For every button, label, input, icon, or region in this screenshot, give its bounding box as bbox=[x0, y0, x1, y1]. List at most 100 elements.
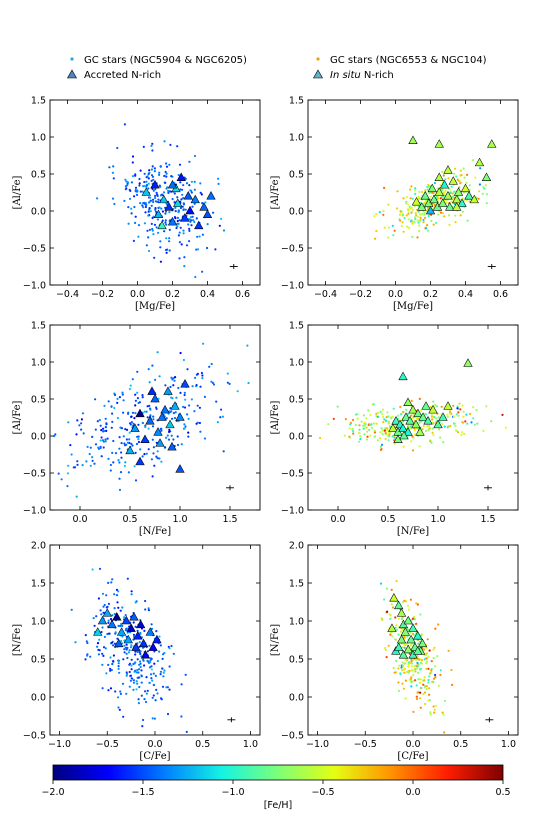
data-point bbox=[417, 195, 420, 198]
data-point bbox=[415, 214, 418, 217]
data-point bbox=[143, 664, 146, 667]
data-point bbox=[155, 226, 158, 229]
data-point bbox=[152, 694, 155, 697]
data-point bbox=[192, 219, 195, 222]
colorbar-tick-label: 0.5 bbox=[495, 787, 510, 798]
data-point bbox=[141, 204, 144, 207]
data-point bbox=[182, 197, 185, 200]
data-point bbox=[362, 427, 365, 430]
data-point bbox=[416, 236, 419, 239]
data-point bbox=[179, 351, 182, 355]
data-point bbox=[116, 397, 119, 400]
nrich-star-marker bbox=[403, 397, 413, 406]
y-tick-label: −0.5 bbox=[23, 731, 46, 742]
data-point bbox=[113, 607, 116, 610]
data-point bbox=[365, 426, 368, 429]
data-point bbox=[411, 235, 414, 239]
data-point bbox=[165, 223, 168, 226]
data-point bbox=[118, 659, 121, 662]
data-point bbox=[410, 399, 413, 402]
data-point bbox=[137, 224, 141, 227]
data-point bbox=[358, 428, 361, 431]
nrich-star-marker bbox=[116, 627, 127, 636]
data-point bbox=[165, 165, 169, 168]
data-point bbox=[170, 644, 173, 648]
data-point bbox=[165, 417, 168, 420]
data-point bbox=[104, 438, 107, 441]
nrich-star-marker bbox=[460, 183, 471, 193]
nrich-star-marker bbox=[443, 165, 453, 174]
legend-plain-part: N-rich bbox=[361, 70, 394, 81]
data-point bbox=[444, 178, 447, 181]
data-point bbox=[117, 667, 120, 671]
data-point bbox=[425, 667, 428, 671]
data-point bbox=[412, 674, 415, 677]
data-point bbox=[397, 617, 400, 620]
x-axis-label: [Mg/Fe] bbox=[135, 301, 175, 312]
data-point bbox=[80, 428, 83, 431]
data-point bbox=[123, 616, 126, 619]
data-point bbox=[117, 662, 120, 665]
data-point bbox=[448, 412, 451, 415]
data-point bbox=[479, 167, 482, 170]
data-point bbox=[147, 368, 150, 371]
y-tick-label: 0.0 bbox=[31, 207, 46, 218]
legend-dot-marker bbox=[70, 57, 74, 61]
data-point bbox=[164, 446, 167, 449]
nrich-star-marker bbox=[129, 612, 139, 621]
data-point bbox=[472, 406, 475, 409]
data-point bbox=[132, 688, 135, 692]
data-point bbox=[411, 668, 414, 671]
data-point bbox=[118, 436, 121, 439]
y-axis-label: [N/Fe] bbox=[12, 624, 23, 656]
data-point bbox=[474, 176, 477, 179]
data-point bbox=[126, 441, 130, 444]
data-point bbox=[143, 180, 146, 184]
data-point bbox=[460, 433, 463, 436]
data-point bbox=[100, 429, 103, 432]
data-point bbox=[152, 446, 155, 449]
data-point bbox=[181, 193, 184, 196]
data-point bbox=[452, 404, 455, 407]
data-point bbox=[140, 694, 143, 697]
nrich-star-marker bbox=[398, 650, 409, 659]
data-point bbox=[162, 675, 165, 678]
data-point bbox=[454, 221, 457, 224]
data-point bbox=[160, 207, 163, 210]
data-point bbox=[168, 249, 171, 252]
data-point bbox=[439, 184, 442, 187]
data-point bbox=[161, 685, 165, 688]
data-point bbox=[201, 374, 204, 377]
legend-left-label-1: GC stars (NGC5904 & NGC6205) bbox=[84, 55, 247, 66]
data-point bbox=[111, 171, 114, 174]
data-point bbox=[135, 680, 138, 683]
data-point bbox=[134, 451, 137, 454]
nrich-star-marker bbox=[130, 423, 140, 432]
data-point bbox=[69, 444, 72, 447]
nrich-star-marker bbox=[428, 404, 438, 414]
data-point bbox=[190, 189, 193, 192]
data-point bbox=[168, 240, 171, 243]
data-point bbox=[443, 215, 446, 218]
data-point bbox=[432, 223, 435, 226]
data-point bbox=[73, 466, 77, 469]
data-point bbox=[177, 386, 180, 390]
data-point bbox=[387, 420, 391, 423]
data-point bbox=[343, 434, 346, 437]
data-point bbox=[120, 622, 123, 626]
data-point bbox=[395, 580, 398, 583]
data-point bbox=[110, 426, 113, 429]
y-tick-label: 1.0 bbox=[31, 358, 46, 369]
data-point bbox=[97, 653, 100, 656]
data-point bbox=[96, 642, 100, 645]
data-point bbox=[390, 417, 393, 420]
data-point bbox=[107, 663, 110, 667]
data-point bbox=[134, 215, 137, 218]
data-point bbox=[443, 425, 446, 428]
data-point bbox=[186, 413, 189, 416]
data-point bbox=[381, 415, 385, 419]
nrich-star-marker bbox=[112, 612, 122, 621]
data-point bbox=[200, 371, 203, 375]
data-point bbox=[407, 424, 410, 427]
data-point bbox=[140, 675, 143, 678]
